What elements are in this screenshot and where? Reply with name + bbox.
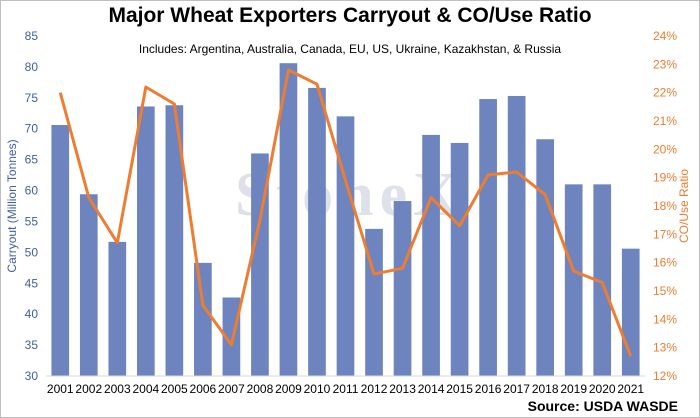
y-tick-label-60: 60 (25, 184, 39, 198)
x-tick-label-2017: 2017 (503, 382, 530, 396)
x-tick-label-2018: 2018 (532, 382, 559, 396)
x-tick-label-2011: 2011 (333, 382, 359, 396)
y2-tick-label-23pct: 23% (653, 57, 677, 71)
x-tick-label-2020: 2020 (589, 382, 616, 396)
bar-2004 (136, 106, 155, 377)
y-tick-label-70: 70 (25, 122, 39, 136)
bar-2001 (51, 125, 70, 376)
line-series-co-use-ratio (58, 68, 633, 357)
bar-2009 (279, 63, 298, 376)
bar-2021 (621, 248, 640, 376)
y2-tick-label-21pct: 21% (653, 114, 677, 128)
y2-tick-label-15pct: 15% (653, 284, 677, 298)
x-tick-label-2016: 2016 (475, 382, 502, 396)
y-tick-label-50: 50 (25, 245, 39, 259)
y-tick-label-65: 65 (25, 153, 39, 167)
x-tick-label-2007: 2007 (218, 382, 245, 396)
x-tick-label-2006: 2006 (190, 382, 217, 396)
bar-2007 (222, 297, 241, 376)
y2-tick-label-20pct: 20% (653, 142, 677, 156)
y2-tick-label-12pct: 12% (653, 369, 677, 383)
x-tick-label-2012: 2012 (361, 382, 388, 396)
bar-2019 (564, 184, 583, 376)
y-tick-label-80: 80 (25, 60, 39, 74)
bar-2015 (450, 142, 469, 376)
bar-2003 (108, 241, 127, 376)
bar-2006 (194, 262, 212, 376)
chart-title: Major Wheat Exporters Carryout & CO/Use … (108, 4, 592, 27)
x-tick-label-2003: 2003 (104, 382, 131, 396)
bar-2016 (479, 99, 497, 377)
bar-2008 (251, 153, 269, 376)
y-tick-label-30: 30 (25, 369, 39, 383)
bar-2017 (507, 95, 526, 377)
y2-tick-label-13pct: 13% (653, 341, 677, 355)
x-tick-label-2004: 2004 (132, 382, 159, 396)
x-tick-label-2009: 2009 (275, 382, 302, 396)
x-tick-label-2021: 2021 (617, 382, 644, 396)
y-axis-title: Carryout (Million Tonnes) (5, 139, 19, 272)
y-tick-label-35: 35 (25, 338, 39, 352)
bar-2005 (165, 105, 184, 377)
bar-2010 (308, 87, 326, 376)
y-tick-label-45: 45 (25, 276, 39, 290)
x-tick-label-2015: 2015 (446, 382, 473, 396)
bar-2011 (336, 116, 355, 376)
bar-2020 (593, 184, 612, 376)
y-tick-label-55: 55 (25, 214, 39, 228)
bar-2002 (79, 194, 98, 376)
x-tick-label-2005: 2005 (161, 382, 188, 396)
x-tick-label-2014: 2014 (418, 382, 445, 396)
x-tick-label-2010: 2010 (304, 382, 331, 396)
y2-tick-label-24pct: 24% (653, 29, 677, 43)
y-tick-label-40: 40 (25, 307, 39, 321)
source-note: Source: USDA WASDE (527, 398, 678, 414)
bar-2012 (365, 228, 383, 376)
x-tick-label-2019: 2019 (560, 382, 587, 396)
y-tick-label-75: 75 (25, 91, 39, 105)
bar-2013 (393, 201, 412, 376)
x-tick-label-2013: 2013 (389, 382, 416, 396)
bar-2014 (422, 134, 440, 376)
y2-tick-label-18pct: 18% (653, 199, 677, 213)
y2-axis-title: CO/Use Ratio (677, 169, 691, 243)
y2-tick-label-19pct: 19% (653, 171, 677, 185)
x-tick-label-2001: 2001 (47, 382, 74, 396)
x-tick-label-2008: 2008 (247, 382, 274, 396)
y2-tick-label-22pct: 22% (653, 86, 677, 100)
bar-2018 (536, 139, 555, 376)
y2-tick-label-14pct: 14% (653, 312, 677, 326)
chart-subtitle: Includes: Argentina, Australia, Canada, … (138, 42, 562, 56)
y2-tick-label-16pct: 16% (653, 256, 677, 270)
y-tick-label-85: 85 (25, 29, 39, 43)
y2-tick-label-17pct: 17% (653, 227, 677, 241)
x-tick-label-2002: 2002 (75, 382, 102, 396)
